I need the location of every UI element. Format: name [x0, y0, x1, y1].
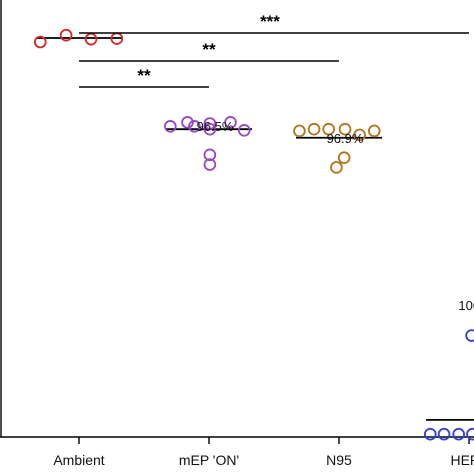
data-point: [293, 124, 306, 138]
percent-label: 96.5%: [197, 119, 234, 134]
data-point: [466, 427, 474, 441]
data-point: [84, 32, 98, 46]
data-point: [203, 122, 217, 136]
x-tick-label: N95: [326, 452, 352, 468]
data-point: [437, 427, 451, 441]
data-point: [188, 120, 201, 133]
significance-label: **: [137, 66, 151, 85]
data-point: [224, 116, 237, 129]
data-point: [338, 122, 352, 136]
data-point: [465, 329, 474, 342]
data-point: [452, 427, 465, 441]
data-point: [59, 28, 73, 42]
x-tick-label: mEP 'ON': [179, 452, 239, 468]
data-point: [353, 128, 366, 142]
percent-label: 96.9%: [327, 131, 364, 146]
data-point: [164, 120, 177, 133]
significance-label: **: [202, 40, 216, 59]
data-point: [307, 122, 321, 136]
data-point: [337, 151, 351, 165]
x-tick-label: HEPA: [450, 452, 474, 468]
data-point: [33, 35, 47, 49]
significance-label: ***: [260, 12, 280, 31]
percent-label: 100%: [458, 298, 474, 313]
data-point: [181, 116, 194, 129]
data-point: [367, 124, 381, 138]
data-point: [203, 117, 217, 130]
x-tick-label: Ambient: [53, 452, 104, 468]
data-point: [237, 124, 251, 137]
data-point: [322, 122, 335, 136]
data-point: [203, 148, 217, 162]
data-point: [423, 427, 437, 441]
data-point: [330, 161, 343, 174]
data-point: [203, 158, 217, 171]
